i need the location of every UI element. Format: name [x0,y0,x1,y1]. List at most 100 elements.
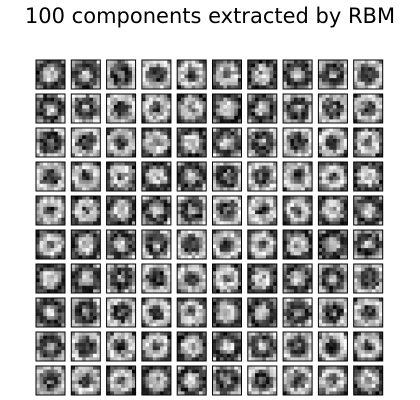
component-frame [35,93,66,124]
component-thumbnail [282,93,313,124]
component-frame [353,59,384,90]
component-frame [353,263,384,294]
component-thumbnail [141,229,172,260]
component-frame [282,195,313,226]
component-frame [247,59,278,90]
component-frame [247,161,278,192]
component-frame [106,331,137,362]
component-thumbnail [106,59,137,90]
component-thumbnail [35,93,66,124]
component-thumbnail [212,365,242,396]
component-frame [176,297,207,328]
component-frame [282,93,313,124]
component-thumbnail [70,365,101,396]
component-thumbnail [176,229,207,260]
component-thumbnail [282,263,313,294]
component-thumbnail [282,331,313,362]
component-frame [106,93,137,124]
component-thumbnail [282,365,313,396]
component-frame [106,263,137,294]
component-thumbnail [317,127,348,158]
component-thumbnail [106,297,137,328]
component-thumbnail [70,161,101,192]
component-frame [282,365,313,396]
component-thumbnail [35,297,66,328]
component-thumbnail [317,229,348,260]
component-frame [176,365,207,396]
component-frame [141,229,172,260]
component-thumbnail [106,93,137,124]
component-frame [317,195,348,226]
component-frame [35,263,66,294]
component-frame [317,59,348,90]
component-thumbnail [70,229,101,260]
component-thumbnail [176,93,207,124]
component-thumbnail [176,59,207,90]
component-thumbnail [353,297,384,328]
component-frame [141,93,172,124]
component-thumbnail [212,229,242,260]
component-thumbnail [35,161,66,192]
component-frame [353,161,384,192]
component-thumbnail [317,59,348,90]
component-thumbnail [35,263,66,294]
component-thumbnail [106,263,137,294]
component-thumbnail [106,195,137,226]
component-frame [353,297,384,328]
component-thumbnail [35,195,66,226]
component-frame [70,229,101,260]
component-frame [35,161,66,192]
component-frame [35,59,66,90]
component-thumbnail [70,127,101,158]
component-thumbnail [317,331,348,362]
component-frame [282,263,313,294]
component-frame [353,331,384,362]
component-frame [141,331,172,362]
component-frame [141,365,172,396]
component-thumbnail [106,127,137,158]
component-frame [212,195,242,226]
component-thumbnail [141,59,172,90]
component-frame [317,127,348,158]
component-thumbnail [141,297,172,328]
component-frame [282,297,313,328]
component-frame [176,263,207,294]
component-thumbnail [247,93,278,124]
component-frame [247,263,278,294]
component-thumbnail [212,297,242,328]
component-frame [353,127,384,158]
chart-title: 100 components extracted by RBM [24,4,396,28]
component-frame [70,331,101,362]
component-frame [247,127,278,158]
component-frame [35,229,66,260]
component-thumbnail [176,331,207,362]
component-thumbnail [176,127,207,158]
component-thumbnail [317,161,348,192]
component-thumbnail [282,59,313,90]
component-thumbnail [317,365,348,396]
component-thumbnail [353,263,384,294]
component-frame [35,127,66,158]
component-frame [176,195,207,226]
component-frame [282,331,313,362]
component-frame [282,59,313,90]
component-thumbnail [176,263,207,294]
component-frame [282,161,313,192]
component-frame [317,263,348,294]
component-thumbnail [141,365,172,396]
component-frame [70,195,101,226]
component-frame [212,93,242,124]
component-frame [212,229,242,260]
component-frame [176,331,207,362]
component-frame [247,331,278,362]
component-thumbnail [247,297,278,328]
component-frame [212,127,242,158]
component-thumbnail [106,161,137,192]
component-thumbnail [353,59,384,90]
component-frame [212,331,242,362]
component-thumbnail [212,127,242,158]
component-thumbnail [141,161,172,192]
component-thumbnail [106,365,137,396]
component-thumbnail [317,93,348,124]
component-frame [176,93,207,124]
